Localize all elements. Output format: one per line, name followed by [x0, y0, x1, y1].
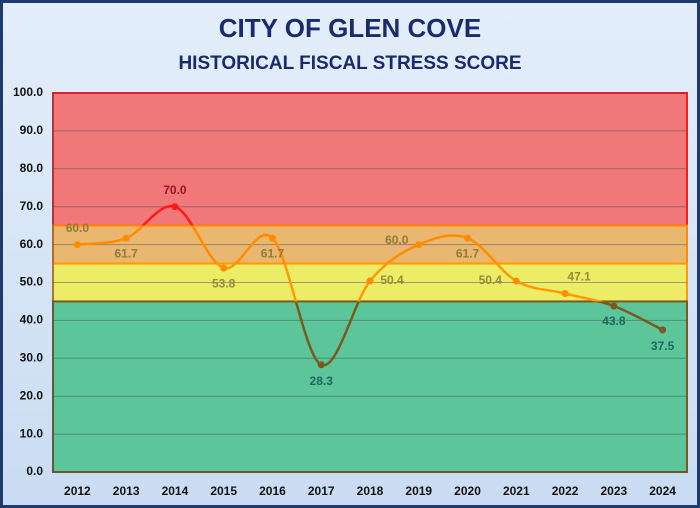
data-label: 47.1: [567, 270, 591, 284]
data-point: [220, 264, 228, 272]
x-tick-label: 2020: [454, 484, 481, 498]
y-tick-label: 0.0: [26, 464, 43, 478]
data-label: 50.4: [479, 273, 503, 287]
data-point: [512, 277, 520, 285]
data-point: [171, 203, 179, 211]
y-tick-label: 50.0: [20, 275, 44, 289]
data-label: 61.7: [114, 246, 138, 260]
y-tick-label: 10.0: [20, 426, 44, 440]
x-tick-label: 2013: [113, 484, 140, 498]
x-tick-label: 2022: [552, 484, 579, 498]
data-label: 60.0: [66, 221, 90, 235]
data-point: [415, 241, 423, 249]
y-tick-label: 40.0: [20, 313, 44, 327]
x-tick-label: 2019: [405, 484, 432, 498]
data-label: 61.7: [456, 246, 480, 260]
x-tick-label: 2014: [162, 484, 189, 498]
x-tick-label: 2021: [503, 484, 530, 498]
data-point: [464, 234, 472, 242]
data-label: 60.0: [385, 233, 409, 247]
x-tick-label: 2018: [357, 484, 384, 498]
data-point: [317, 361, 325, 369]
x-tick-label: 2012: [64, 484, 91, 498]
y-tick-label: 30.0: [20, 350, 44, 364]
chart-subtitle: HISTORICAL FISCAL STRESS SCORE: [178, 53, 521, 74]
y-tick-label: 70.0: [20, 199, 44, 213]
x-tick-label: 2023: [600, 484, 627, 498]
x-tick-label: 2016: [259, 484, 286, 498]
x-tick-label: 2017: [308, 484, 335, 498]
chart-title: CITY OF GLEN COVE: [219, 13, 481, 43]
x-tick-label: 2015: [210, 484, 237, 498]
y-tick-label: 90.0: [20, 123, 44, 137]
zone-band: [52, 92, 688, 227]
data-point: [122, 234, 130, 242]
data-point: [366, 277, 374, 285]
zone-band: [52, 224, 688, 265]
y-tick-label: 20.0: [20, 388, 44, 402]
data-point: [268, 234, 276, 242]
data-point: [610, 302, 618, 310]
data-point: [659, 326, 667, 334]
data-label: 50.4: [380, 273, 404, 287]
data-label: 70.0: [163, 183, 187, 197]
data-point: [73, 241, 81, 249]
y-tick-label: 60.0: [20, 237, 44, 251]
data-point: [561, 289, 569, 297]
data-label: 61.7: [261, 246, 285, 260]
data-label: 37.5: [651, 339, 675, 353]
data-label: 53.8: [212, 276, 236, 290]
data-label: 43.8: [602, 314, 626, 328]
x-tick-label: 2024: [649, 484, 676, 498]
data-label: 28.3: [310, 374, 334, 388]
zone-band: [52, 300, 688, 474]
y-tick-label: 80.0: [20, 161, 44, 175]
y-tick-label: 100.0: [13, 85, 43, 99]
